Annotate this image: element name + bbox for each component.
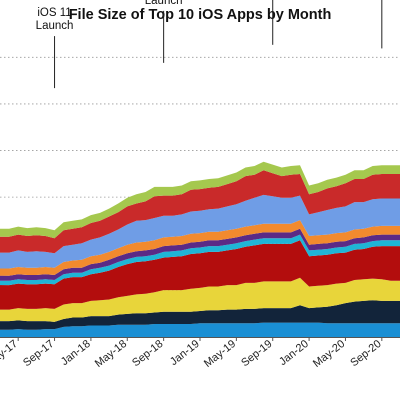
x-tick-label: Sep-18: [130, 338, 165, 369]
annotation-label: iOS 11: [37, 7, 71, 19]
series-area-8: [0, 194, 400, 269]
series-area-9: [0, 170, 400, 254]
x-tick-label: May-17: [0, 338, 20, 370]
x-tick-label: May-18: [93, 338, 129, 370]
series-area-7: [0, 220, 400, 276]
x-tick-label: Sep-20: [348, 338, 383, 369]
x-tick-label: Jan-18: [59, 338, 93, 368]
series-area-4: [0, 240, 400, 310]
x-tick-label: Sep-19: [239, 338, 274, 369]
x-tick-label: Sep-17: [21, 338, 56, 369]
annotation-label: Launch: [145, 0, 183, 7]
x-tick-label: Jan-19: [168, 338, 202, 368]
x-tick-label: Jan-20: [277, 338, 311, 368]
x-tick-label: May-19: [202, 338, 238, 370]
series-area-2: [0, 300, 400, 330]
series-area-1: [0, 322, 400, 337]
annotation-label: Launch: [36, 20, 74, 32]
x-tick-label: May-20: [311, 338, 347, 370]
series-area-10: [0, 161, 400, 239]
series-area-6: [0, 228, 400, 281]
chart-title: File Size of Top 10 iOS Apps by Month: [68, 7, 332, 23]
series-area-5: [0, 234, 400, 286]
series-area-3: [0, 277, 400, 322]
